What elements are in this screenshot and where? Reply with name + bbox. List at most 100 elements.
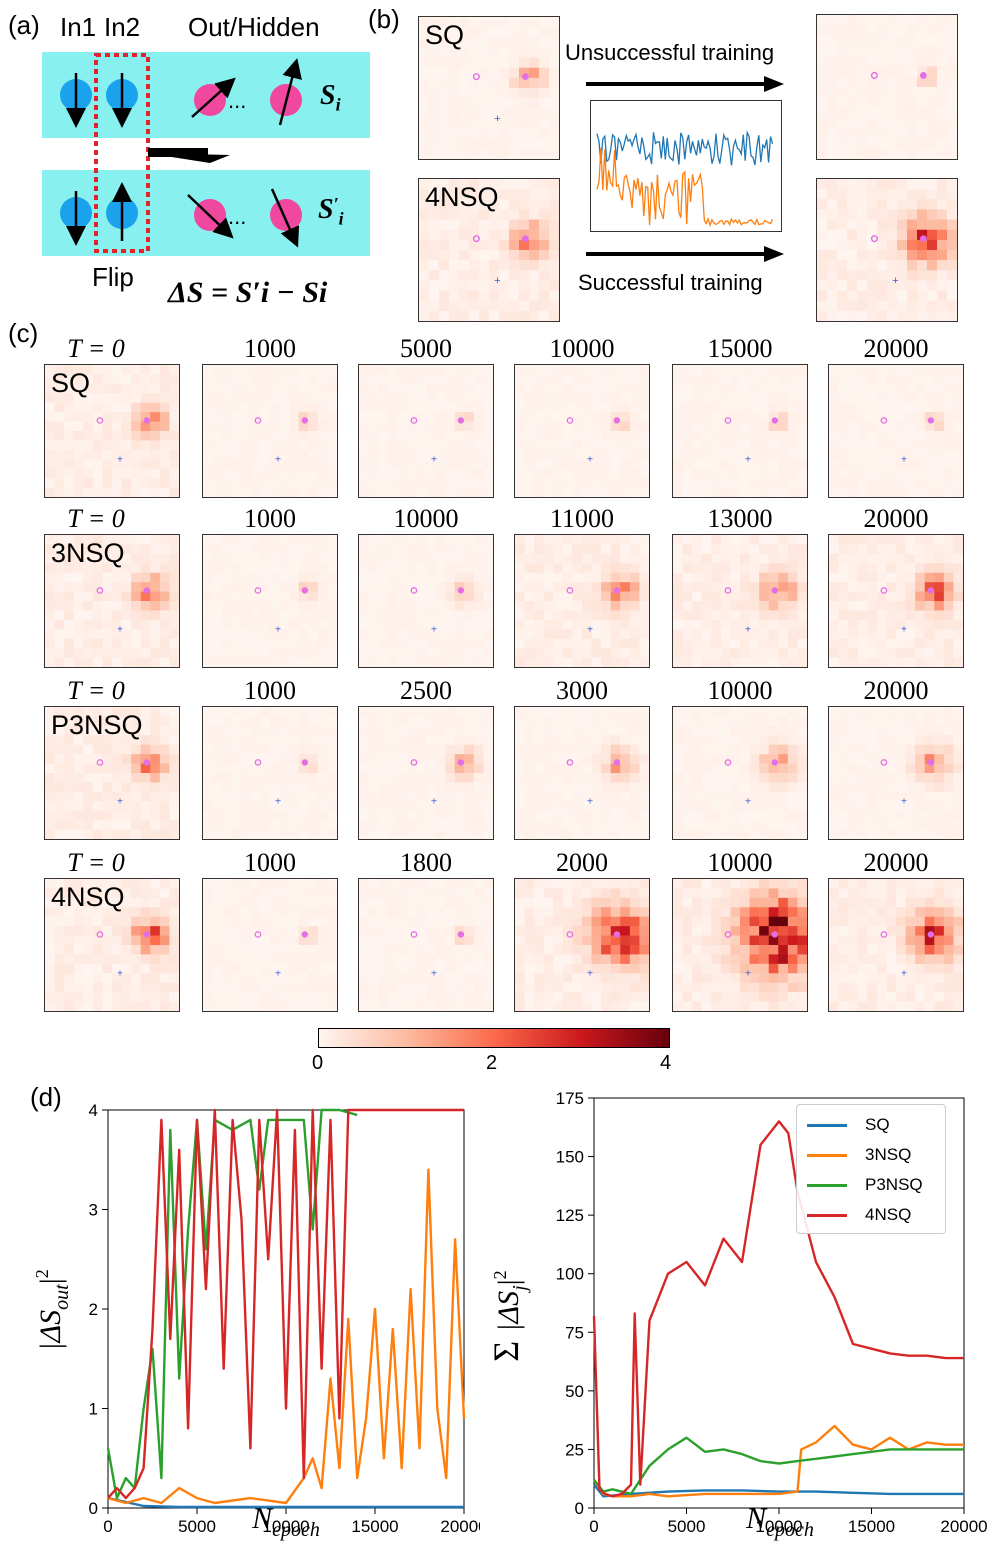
heatmap-cell xyxy=(886,402,897,413)
heatmap-cell xyxy=(45,412,55,422)
heatmap-cell xyxy=(553,801,564,811)
heatmap-cell xyxy=(701,412,712,422)
heatmap-cell xyxy=(473,563,484,573)
heatmap-cell xyxy=(241,801,252,811)
heatmap-cell xyxy=(886,657,897,667)
heatmap-cell xyxy=(837,15,848,26)
heatmap-cell xyxy=(515,402,525,413)
heatmap-cell xyxy=(464,763,475,774)
heatmap-cell xyxy=(539,17,550,28)
heatmap-cell xyxy=(445,657,455,667)
heatmap-cell xyxy=(416,468,427,479)
heatmap-cell xyxy=(837,270,848,281)
heatmap-cell xyxy=(524,744,535,755)
heatmap-cell xyxy=(102,801,113,811)
heatmap-cell xyxy=(327,365,337,375)
heatmap-cell xyxy=(102,973,113,983)
heatmap-cell xyxy=(169,782,179,793)
heatmap-cell xyxy=(601,591,611,602)
heatmap-cell xyxy=(54,791,65,802)
heatmap-cell xyxy=(787,582,798,592)
heatmap-cell xyxy=(827,117,838,129)
heatmap-cell xyxy=(83,365,94,375)
heatmap-cell xyxy=(231,657,242,667)
heatmap-cell xyxy=(601,365,611,375)
heatmap-cell xyxy=(45,393,55,403)
heatmap-cell xyxy=(857,716,868,727)
heatmap-cell xyxy=(121,791,132,802)
heatmap-cell xyxy=(749,487,760,497)
heatmap-cell xyxy=(876,619,887,630)
heatmap-cell xyxy=(499,118,510,129)
heatmap-cell xyxy=(112,629,122,639)
heatmap-cell xyxy=(917,270,928,281)
heatmap-cell xyxy=(368,591,379,602)
heatmap-cell xyxy=(947,107,957,119)
heatmap-cell xyxy=(915,791,925,802)
heatmap-cell xyxy=(159,412,170,422)
heatmap-cell xyxy=(711,421,722,432)
heatmap-cell xyxy=(838,487,849,497)
heatmap-cell xyxy=(943,572,954,583)
heatmap-cell xyxy=(150,535,161,545)
heatmap-cell xyxy=(601,421,611,432)
heatmap-cell xyxy=(231,907,242,917)
heatmap-cell xyxy=(317,610,328,621)
heatmap-cell xyxy=(150,801,161,811)
heatmap-cell xyxy=(279,725,290,736)
heatmap-cell xyxy=(730,735,741,745)
heatmap-cell xyxy=(289,897,299,908)
heatmap-cell xyxy=(317,754,328,764)
heatmap-cell xyxy=(953,402,963,413)
heatmap-cell xyxy=(629,810,640,821)
heatmap-cell xyxy=(378,459,388,469)
heatmap-cell xyxy=(927,117,938,129)
heatmap-cell xyxy=(473,610,484,621)
heatmap-cell xyxy=(848,610,858,621)
heatmap-cell xyxy=(222,563,232,573)
heatmap-cell xyxy=(827,35,838,47)
heatmap-cell xyxy=(231,982,242,993)
heatmap-cell xyxy=(483,782,493,793)
heatmap-cell xyxy=(140,582,151,592)
heatmap-cell xyxy=(368,810,379,821)
heatmap-cell xyxy=(572,431,583,441)
heatmap-cell xyxy=(83,468,94,479)
heatmap-cell xyxy=(827,15,838,26)
heatmap-cell xyxy=(250,591,261,602)
heatmap-cell xyxy=(749,657,760,667)
heatmap-cell xyxy=(289,582,299,592)
heatmap-cell xyxy=(934,440,945,451)
heatmap-cell xyxy=(673,619,683,630)
heatmap-cell xyxy=(298,945,309,955)
heatmap-cell xyxy=(867,431,878,441)
heatmap-cell xyxy=(203,907,213,917)
heatmap-cell xyxy=(610,449,621,460)
heatmap-cell xyxy=(562,365,573,375)
heatmap-cell xyxy=(454,421,465,432)
heatmap-cell xyxy=(289,716,299,727)
heatmap-cell xyxy=(54,992,65,1002)
heatmap-cell xyxy=(711,535,722,545)
heatmap-cell xyxy=(368,782,379,793)
heatmap-cell xyxy=(426,365,436,375)
heatmap-cell xyxy=(749,782,760,793)
heatmap-cell xyxy=(459,280,470,291)
heatmap-cell xyxy=(629,610,640,621)
heatmap-cell xyxy=(387,916,398,927)
heatmap-cell xyxy=(308,582,319,592)
heatmap-cell xyxy=(159,544,170,555)
heatmap-cell xyxy=(222,782,232,793)
heatmap-cell xyxy=(673,393,683,403)
heatmap-cell xyxy=(45,810,55,821)
heatmap-cell xyxy=(838,591,849,602)
heatmap-cell xyxy=(469,219,480,230)
heatmap-cell xyxy=(953,629,963,639)
heatmap-cell xyxy=(682,801,693,811)
heatmap-cell xyxy=(250,897,261,908)
heatmap-cell xyxy=(778,725,789,736)
heatmap-cell xyxy=(797,572,807,583)
heatmap-cell xyxy=(867,310,878,321)
heatmap-cell xyxy=(711,582,722,592)
heatmap-cell xyxy=(445,725,455,736)
